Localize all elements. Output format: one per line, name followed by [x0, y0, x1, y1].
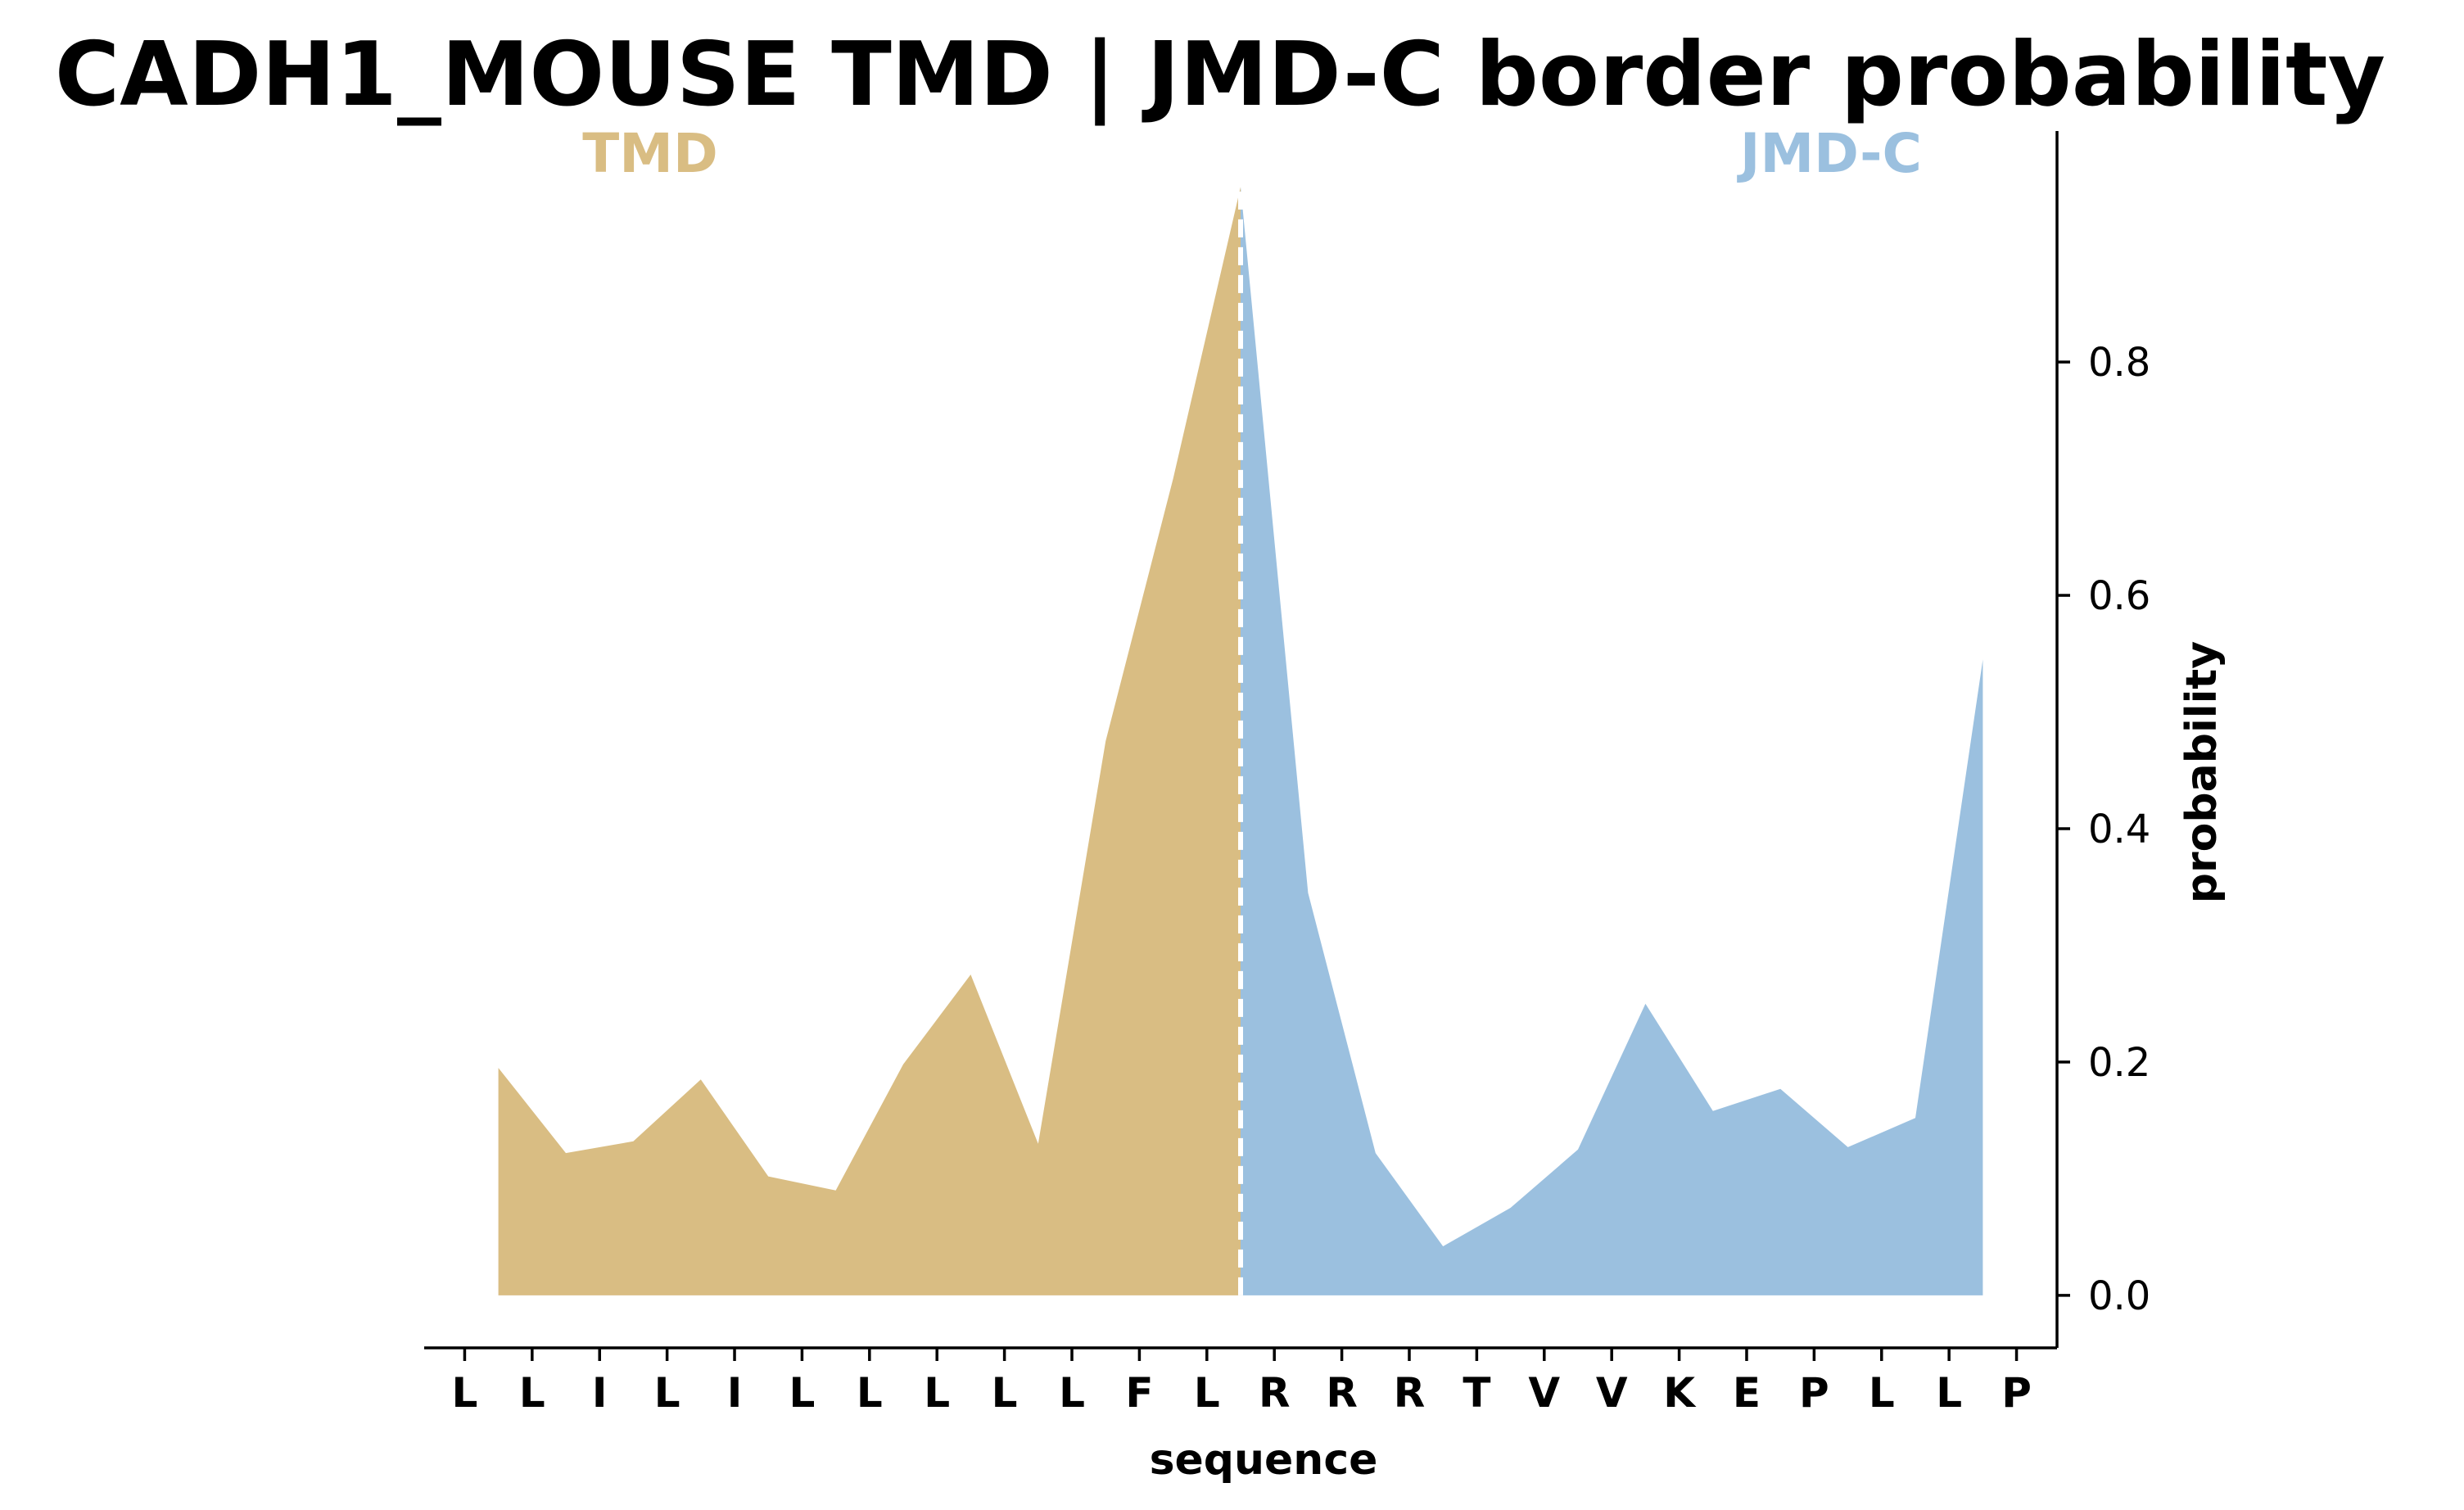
x-tick-label: L — [789, 1369, 815, 1417]
x-tick-label: L — [1869, 1369, 1895, 1417]
x-tick-label: L — [519, 1369, 545, 1417]
y-ticks: 0.0 0.2 0.4 0.6 0.8 — [2057, 340, 2150, 1319]
x-axis-label: sequence — [1150, 1435, 1378, 1485]
x-tick-label: V — [1528, 1369, 1560, 1417]
x-tick-label: L — [857, 1369, 883, 1417]
x-tick-label: P — [2001, 1369, 2032, 1417]
x-tick-label: P — [1799, 1369, 1829, 1417]
x-tick-label: R — [1394, 1369, 1426, 1417]
x-tick-label: L — [1194, 1369, 1220, 1417]
chart-title: CADH1_MOUSE TMD | JMD-C border probabili… — [55, 24, 2385, 126]
x-tick-label: I — [592, 1369, 608, 1417]
x-tick-label: E — [1733, 1369, 1761, 1417]
y-tick-label: 0.6 — [2088, 573, 2150, 619]
x-tick-label: L — [924, 1369, 950, 1417]
area-layer — [498, 187, 1983, 1295]
x-tick-label: L — [1936, 1369, 1962, 1417]
x-tick-label: T — [1463, 1369, 1490, 1417]
x-tick-label: K — [1663, 1369, 1697, 1417]
area-jmd-c — [1241, 187, 1983, 1295]
y-tick-label: 0.4 — [2088, 807, 2150, 852]
x-tick-label: L — [452, 1369, 478, 1417]
jmd-c-region-label: JMD-C — [1737, 122, 1922, 185]
area-tmd — [498, 187, 1241, 1295]
x-tick-label: F — [1125, 1369, 1153, 1417]
y-tick-label: 0.0 — [2088, 1273, 2150, 1319]
x-tick-label: L — [654, 1369, 680, 1417]
x-tick-label: I — [727, 1369, 743, 1417]
x-tick-label: R — [1326, 1369, 1358, 1417]
x-tick-label: V — [1596, 1369, 1628, 1417]
tmd-region-label: TMD — [582, 122, 717, 185]
x-tick-label: L — [992, 1369, 1018, 1417]
x-tick-label: L — [1059, 1369, 1085, 1417]
y-tick-label: 0.8 — [2088, 340, 2150, 386]
y-tick-label: 0.2 — [2088, 1040, 2150, 1086]
x-tick-label: R — [1259, 1369, 1291, 1417]
y-axis-label: probability — [2177, 641, 2227, 903]
